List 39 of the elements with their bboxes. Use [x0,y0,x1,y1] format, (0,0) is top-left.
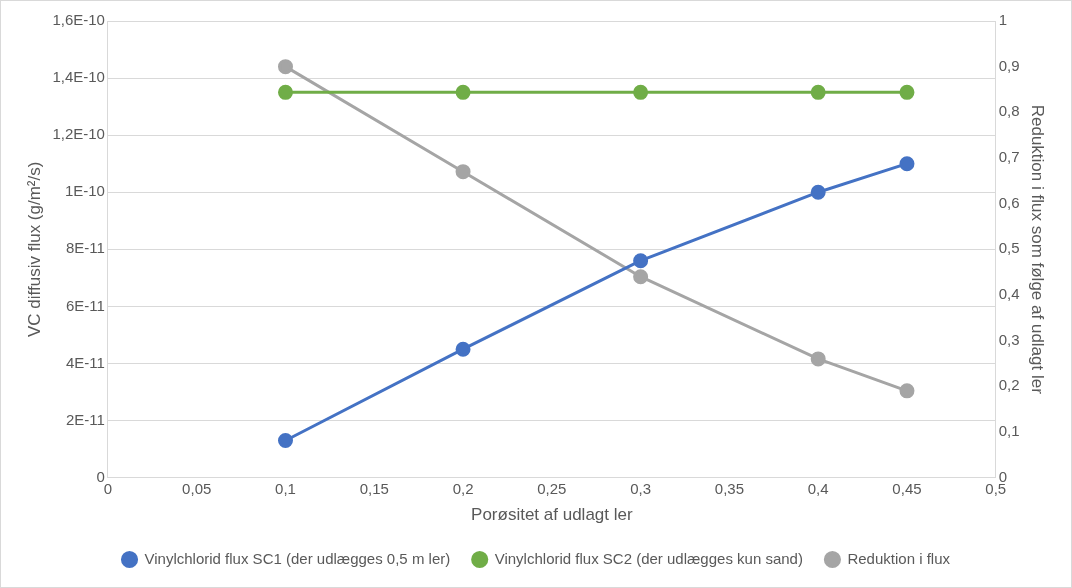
y-tick-label: 2E-11 [66,410,105,428]
y2-tick-label: 0,8 [998,102,1020,120]
x-tick-label: 0,05 [182,479,212,497]
y2-tick-label: 0,4 [998,285,1020,303]
legend-label: Vinylchlorid flux SC2 (der udlægges kun sand) [494,549,803,567]
y2-tick-label: 0,1 [998,422,1020,440]
y-tick-label: 1,6E-10 [52,11,105,29]
y2-tick-label: 0,3 [998,330,1020,348]
y2-tick-label: 0,5 [998,239,1020,257]
y2-tick-label: 0,6 [998,193,1020,211]
x-tick-label: 0,1 [275,479,296,497]
point [455,164,471,180]
x-tick-label: 0,3 [630,479,652,497]
x-axis-title: Porøsitet af udlagt ler [471,505,633,525]
x-tick-label: 0,15 [359,479,389,497]
y-tick-label: 0 [96,467,105,485]
legend-label: Reduktion i flux [847,549,951,567]
legend-label: Vinylchlorid flux SC1 (der udlægges 0,5 m ler) [144,549,451,567]
y-tick-label: 1,4E-10 [52,68,105,86]
y-tick-label: 4E-11 [66,353,105,371]
y2-tick-label: 0,9 [998,56,1020,74]
point [278,59,293,75]
point [633,269,649,285]
y-tick-label: 6E-11 [66,296,105,314]
y2-axis-title: Reduktion i flux som følge af udlagt ler [1028,104,1048,395]
x-tick-label: 0,35 [714,479,745,497]
y-axis-title: VC diffusiv flux (g/m²/s) [24,161,44,337]
y2-tick-label: 1 [998,11,1008,29]
x-tick-label: 0,2 [452,479,474,497]
y2-tick-label: 0,2 [998,376,1020,394]
y-tick-label: 8E-11 [66,239,105,257]
y-tick-label: 1,2E-10 [52,125,105,143]
y2-tick-label: 0,7 [998,148,1020,166]
y-tick-label: 1E-10 [64,182,105,200]
x-tick-label: 0,4 [807,479,829,497]
point [810,351,826,367]
point [899,383,915,399]
x-tick-label: 0,25 [537,479,567,497]
x-tick-label: 0,45 [892,479,922,497]
